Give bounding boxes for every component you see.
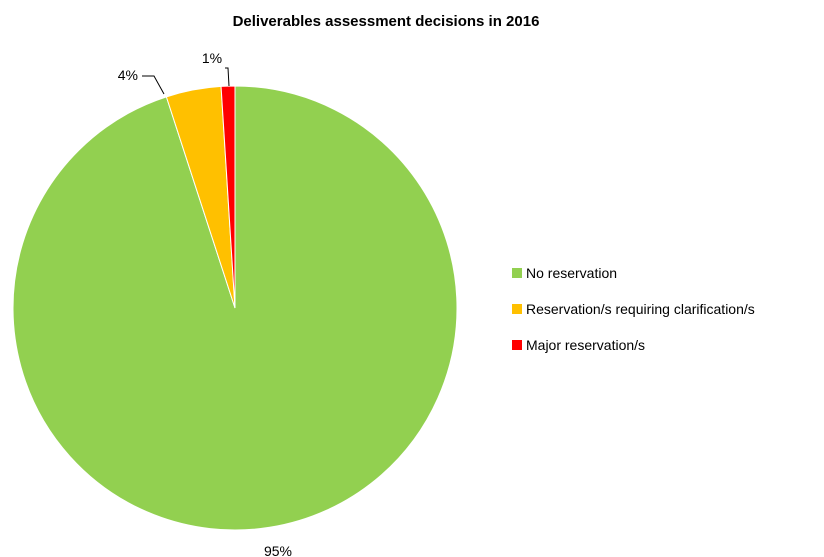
data-label-major-reservation-s: 1% [202, 50, 222, 66]
legend-label-major-reservation-s: Major reservation/s [526, 337, 645, 353]
legend-item-reservation-s-requiring-clarification-s: Reservation/s requiring clarification/s [512, 301, 755, 317]
legend-swatch-reservation-s-requiring-clarification-s [512, 304, 522, 314]
legend-label-no-reservation: No reservation [526, 265, 617, 281]
pie-slices [12, 85, 458, 531]
legend-item-no-reservation: No reservation [512, 265, 617, 281]
data-label-reservation-s-requiring-clarification-s: 4% [118, 67, 138, 83]
pie-slice-major-reservation-s [220, 85, 236, 309]
legend-swatch-no-reservation [512, 268, 522, 278]
leader-line-reservation-s-requiring-clarification-s [142, 75, 165, 95]
leader-line-major-reservation-s [225, 67, 230, 87]
data-label-no-reservation: 95% [264, 543, 292, 557]
legend-swatch-major-reservation-s [512, 340, 522, 350]
chart-title: Deliverables assessment decisions in 201… [233, 13, 540, 30]
legend-item-major-reservation-s: Major reservation/s [512, 337, 645, 353]
legend: No reservation Reservation/s requiring cl… [512, 265, 755, 353]
leader-lines [142, 67, 230, 95]
data-labels: 95% 4% 1% [118, 50, 292, 557]
legend-label-reservation-s-requiring-clarification-s: Reservation/s requiring clarification/s [526, 301, 755, 317]
